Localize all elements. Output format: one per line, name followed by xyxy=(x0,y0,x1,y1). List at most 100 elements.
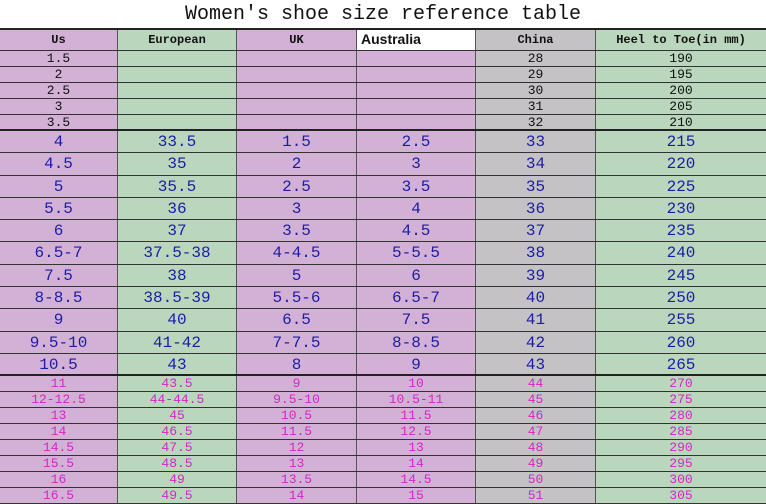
header-row: Us European UK Australia China Heel to T… xyxy=(0,30,766,51)
cell-us: 10.5 xyxy=(0,353,118,375)
cell-uk: 1.5 xyxy=(237,131,357,153)
cell-uk: 3.5 xyxy=(237,220,357,242)
cell-heel-to-toe: 295 xyxy=(596,456,766,472)
cell-european: 43 xyxy=(118,353,237,375)
cell-us: 5.5 xyxy=(0,197,118,220)
cell-australia: 4.5 xyxy=(357,220,476,242)
cell-china: 37 xyxy=(476,220,596,242)
cell-us: 1.5 xyxy=(0,51,118,66)
table-row: 3.5 32 210 xyxy=(0,115,766,131)
cell-european xyxy=(118,83,237,98)
cell-uk: 9 xyxy=(237,376,357,392)
cell-heel-to-toe: 240 xyxy=(596,242,766,264)
cell-china: 49 xyxy=(476,456,596,472)
cell-us: 13 xyxy=(0,408,118,424)
cell-uk: 4-4.5 xyxy=(237,242,357,264)
cell-heel-to-toe: 235 xyxy=(596,220,766,242)
cell-us: 11 xyxy=(0,376,118,392)
cell-european: 38 xyxy=(118,264,237,287)
cell-uk: 5.5-6 xyxy=(237,287,357,309)
cell-australia: 3 xyxy=(357,153,476,175)
cell-european: 37.5-38 xyxy=(118,242,237,264)
cell-us: 12-12.5 xyxy=(0,392,118,408)
cell-heel-to-toe: 265 xyxy=(596,353,766,375)
cell-european: 40 xyxy=(118,309,237,331)
cell-china: 40 xyxy=(476,287,596,309)
cell-european: 44-44.5 xyxy=(118,392,237,408)
cell-china: 43 xyxy=(476,353,596,375)
cell-australia: 7.5 xyxy=(357,309,476,331)
cell-uk: 3 xyxy=(237,197,357,220)
cell-australia: 11.5 xyxy=(357,408,476,424)
cell-heel-to-toe: 290 xyxy=(596,440,766,456)
cell-australia: 3.5 xyxy=(357,175,476,197)
cell-china: 48 xyxy=(476,440,596,456)
header-heel-to-toe: Heel to Toe(in mm) xyxy=(596,30,766,50)
cell-uk xyxy=(237,83,357,98)
cell-china: 46 xyxy=(476,408,596,424)
cell-uk xyxy=(237,51,357,66)
cell-australia: 13 xyxy=(357,440,476,456)
cell-european: 35.5 xyxy=(118,175,237,197)
cell-australia: 5-5.5 xyxy=(357,242,476,264)
table-row: 2.5 30 200 xyxy=(0,83,766,99)
cell-australia: 9 xyxy=(357,353,476,375)
cell-european: 45 xyxy=(118,408,237,424)
cell-china: 36 xyxy=(476,197,596,220)
cell-australia: 4 xyxy=(357,197,476,220)
cell-uk xyxy=(237,115,357,129)
table-row: 8-8.5 38.5-39 5.5-6 6.5-7 40 250 xyxy=(0,287,766,310)
cell-european: 37 xyxy=(118,220,237,242)
table-row: 16 49 13.5 14.5 50 300 xyxy=(0,472,766,489)
cell-heel-to-toe: 190 xyxy=(596,51,766,66)
table-row: 14 46.5 11.5 12.5 47 285 xyxy=(0,424,766,441)
cell-heel-to-toe: 245 xyxy=(596,264,766,287)
cell-uk: 12 xyxy=(237,440,357,456)
cell-australia: 2.5 xyxy=(357,131,476,153)
cell-uk: 13 xyxy=(237,456,357,472)
cell-heel-to-toe: 205 xyxy=(596,99,766,114)
table-row: 4 33.5 1.5 2.5 33 215 xyxy=(0,131,766,154)
cell-european: 38.5-39 xyxy=(118,287,237,309)
cell-australia: 6 xyxy=(357,264,476,287)
cell-china: 38 xyxy=(476,242,596,264)
cell-european: 49 xyxy=(118,472,237,488)
cell-australia: 12.5 xyxy=(357,424,476,440)
cell-european: 43.5 xyxy=(118,376,237,392)
cell-china: 32 xyxy=(476,115,596,129)
cell-uk: 9.5-10 xyxy=(237,392,357,408)
cell-european: 48.5 xyxy=(118,456,237,472)
table-row: 13 45 10.5 11.5 46 280 xyxy=(0,408,766,425)
cell-us: 16 xyxy=(0,472,118,488)
cell-china: 45 xyxy=(476,392,596,408)
cell-uk: 11.5 xyxy=(237,424,357,440)
cell-china: 42 xyxy=(476,331,596,353)
cell-uk: 2 xyxy=(237,153,357,175)
cell-european: 46.5 xyxy=(118,424,237,440)
header-european: European xyxy=(118,30,237,50)
cell-heel-to-toe: 285 xyxy=(596,424,766,440)
cell-heel-to-toe: 270 xyxy=(596,376,766,392)
table-row: 16.5 49.5 14 15 51 305 xyxy=(0,488,766,504)
table-row: 2 29 195 xyxy=(0,67,766,83)
cell-uk: 2.5 xyxy=(237,175,357,197)
cell-uk: 7-7.5 xyxy=(237,331,357,353)
table-row: 4.5 35 2 3 34 220 xyxy=(0,153,766,176)
cell-china: 28 xyxy=(476,51,596,66)
cell-china: 39 xyxy=(476,264,596,287)
table-row: 9 40 6.5 7.5 41 255 xyxy=(0,309,766,332)
table-row: 12-12.5 44-44.5 9.5-10 10.5-11 45 275 xyxy=(0,392,766,409)
cell-us: 14.5 xyxy=(0,440,118,456)
cell-uk: 13.5 xyxy=(237,472,357,488)
cell-heel-to-toe: 250 xyxy=(596,287,766,309)
table-row: 3 31 205 xyxy=(0,99,766,115)
cell-australia: 14.5 xyxy=(357,472,476,488)
cell-australia xyxy=(357,51,476,66)
cell-european: 41-42 xyxy=(118,331,237,353)
cell-uk: 5 xyxy=(237,264,357,287)
cell-australia: 10 xyxy=(357,376,476,392)
cell-european: 47.5 xyxy=(118,440,237,456)
table-body: 1.5 28 190 2 29 195 2.5 30 200 3 31 205 3.5 32 210 4 33.… xyxy=(0,51,766,504)
cell-australia: 14 xyxy=(357,456,476,472)
header-uk: UK xyxy=(237,30,357,50)
